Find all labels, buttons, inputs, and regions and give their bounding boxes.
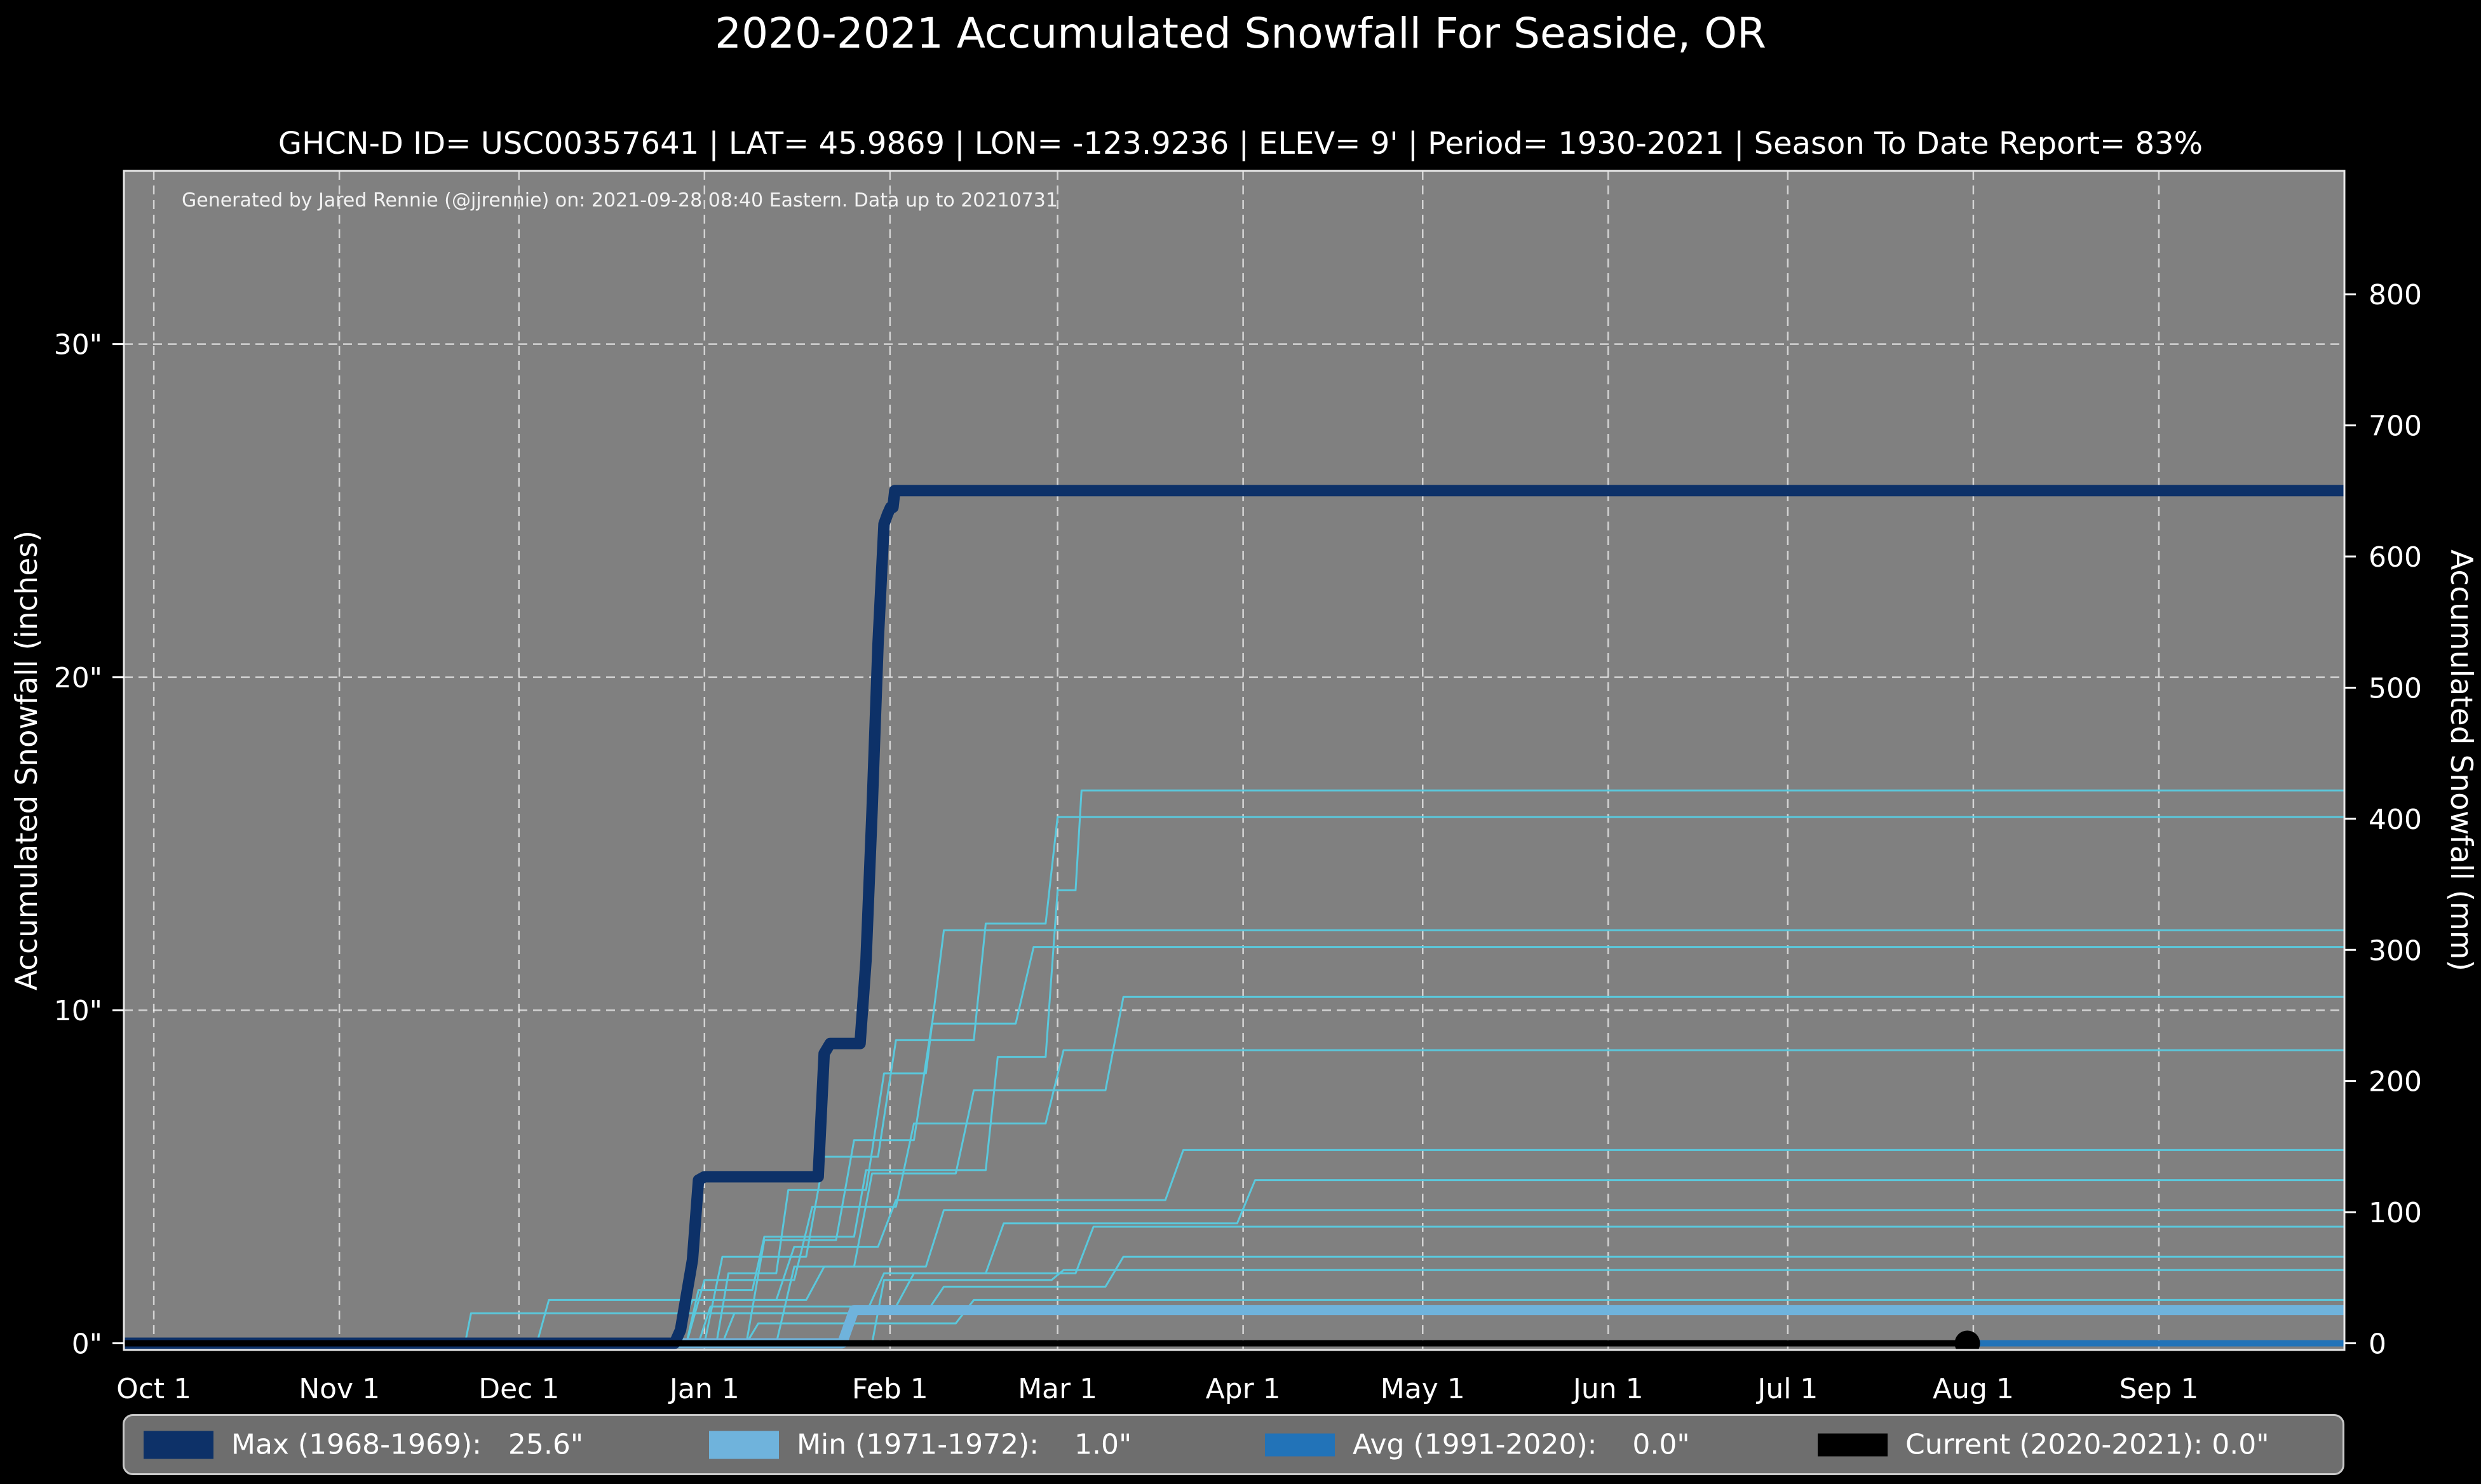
other-year-line [124, 1049, 2344, 1344]
current-line-swatch [1818, 1433, 1888, 1456]
x-tick-label: Jun 1 [1571, 1373, 1644, 1405]
avg-line-swatch [1265, 1433, 1335, 1456]
y-right-tick-label: 200 [2369, 1066, 2422, 1098]
x-tick-label: May 1 [1381, 1373, 1465, 1405]
chart-legend: Max (1968-1969): 25.6" Min (1971-1972): … [123, 1414, 2344, 1475]
max-line-swatch [144, 1431, 213, 1459]
legend-item-avg: Avg (1991-2020): 0.0" [1265, 1429, 1690, 1461]
other-year-line [124, 946, 2344, 1344]
x-tick-label: Sep 1 [2119, 1373, 2199, 1405]
other-year-line [124, 929, 2344, 1344]
x-tick-label: Aug 1 [1933, 1373, 2014, 1405]
y-right-axis-title: Accumulated Snowfall (mm) [2444, 550, 2478, 971]
legend-item-max: Max (1968-1969): 25.6" [144, 1429, 583, 1461]
x-tick-label: Dec 1 [478, 1373, 559, 1405]
legend-label-min: Min (1971-1972): 1.0" [797, 1428, 1132, 1461]
y-right-tick-label: 100 [2369, 1197, 2422, 1229]
x-tick-label: Apr 1 [1206, 1373, 1281, 1405]
x-tick-label: Jan 1 [668, 1373, 740, 1405]
axis-tick-labels: 0" 10" 20" 30" 0 100 200 300 400 500 600 700 800 Oct … [54, 279, 2422, 1405]
legend-label-current: Current (2020-2021): 0.0" [1905, 1428, 2269, 1461]
series-group [124, 485, 2344, 1350]
x-tick-label: Jul 1 [1755, 1373, 1818, 1405]
y-right-tick-label: 0 [2369, 1328, 2386, 1361]
y-right-tick-label: 800 [2369, 279, 2422, 311]
other-year-line [124, 1225, 2344, 1344]
min-line-swatch [709, 1431, 779, 1459]
other-year-line [124, 1209, 2344, 1344]
y-left-tick-label: 30" [54, 329, 102, 361]
current-end-marker [1954, 1330, 1980, 1350]
x-tick-label: Mar 1 [1018, 1373, 1097, 1405]
station-subtitle: GHCN-D ID= USC00357641 | LAT= 45.9869 | … [278, 126, 2203, 161]
plot-area [124, 171, 2344, 1350]
y-left-tick-label: 10" [54, 995, 102, 1027]
y-right-tick-label: 500 [2369, 672, 2422, 705]
plot-frame [123, 170, 2346, 1351]
page-title: 2020-2021 Accumulated Snowfall For Seasi… [715, 9, 1766, 58]
x-tick-label: Oct 1 [116, 1373, 191, 1405]
legend-item-current: Current (2020-2021): 0.0" [1818, 1429, 2269, 1461]
y-left-tick-label: 0" [72, 1328, 102, 1361]
y-right-tick-label: 300 [2369, 934, 2422, 967]
axis-ticks [112, 293, 2356, 1345]
generated-by-note: Generated by Jared Rennie (@jjrennie) on… [182, 189, 1058, 212]
max-line [124, 485, 2344, 1349]
y-right-tick-label: 600 [2369, 541, 2422, 574]
other-year-line [124, 816, 2344, 1344]
other-year-line [124, 789, 2344, 1344]
x-tick-label: Nov 1 [299, 1373, 380, 1405]
y-right-tick-label: 700 [2369, 410, 2422, 443]
y-right-tick-label: 400 [2369, 804, 2422, 836]
legend-item-min: Min (1971-1972): 1.0" [709, 1429, 1132, 1461]
legend-label-avg: Avg (1991-2020): 0.0" [1353, 1428, 1690, 1461]
other-year-line [124, 995, 2344, 1344]
x-tick-label: Feb 1 [852, 1373, 928, 1405]
gridlines [124, 171, 2344, 1350]
legend-label-max: Max (1968-1969): 25.6" [231, 1428, 584, 1461]
y-left-tick-label: 20" [54, 662, 102, 694]
y-left-axis-title: Accumulated Snowfall (inches) [10, 530, 44, 990]
